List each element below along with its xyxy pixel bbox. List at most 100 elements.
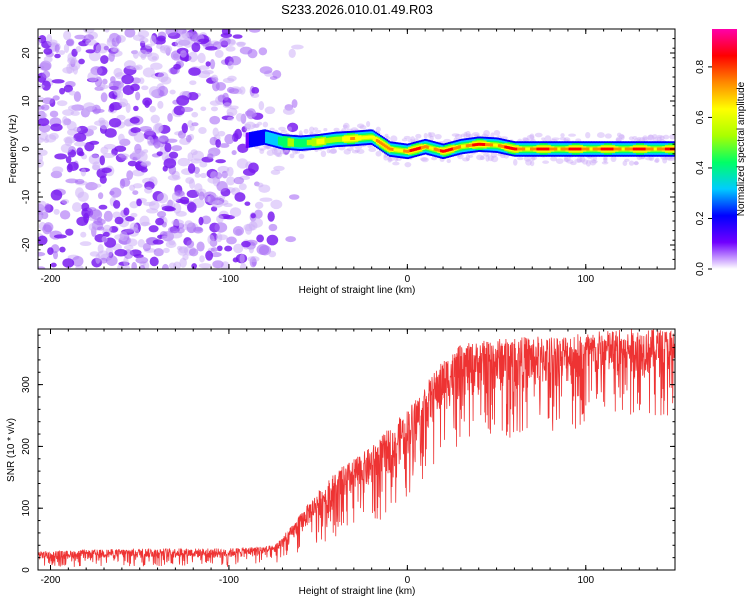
- spectrogram-noise-cell: [43, 56, 53, 63]
- spectrogram-halo-cell: [421, 157, 429, 163]
- spectrogram-noise-cell: [71, 202, 82, 213]
- spectrogram-noise-cell: [124, 29, 136, 38]
- spectrogram-noise-cell: [59, 87, 66, 95]
- spectrogram-halo-cell: [343, 148, 352, 155]
- spectrogram-noise-cell: [285, 236, 297, 243]
- spectrogram-noise-cell: [135, 256, 149, 264]
- spectrogram-y-tick-label: 0: [21, 146, 32, 152]
- snr-frame: [37, 328, 676, 571]
- spectrogram-track-cell: [534, 147, 538, 151]
- spectrogram-halo-cell: [647, 134, 655, 141]
- spectrogram-noise-cell: [53, 234, 67, 239]
- spectrogram-noise-cell: [141, 85, 149, 91]
- spectrogram-noise-cell: [216, 214, 224, 224]
- spectrogram-halo-cell: [615, 137, 622, 143]
- spectrogram-noise-cell: [119, 178, 126, 189]
- spectrogram-track-cell: [634, 147, 637, 151]
- spectrogram-halo-cell: [544, 135, 552, 143]
- spectrogram-noise-cell: [100, 146, 109, 155]
- spectrogram-noise-cell: [266, 234, 279, 246]
- spectrogram-track-cell: [430, 146, 434, 150]
- spectrogram-halo-cell: [551, 137, 560, 141]
- spectrogram-track-cell: [459, 145, 462, 149]
- spectrogram-track-cell: [374, 137, 377, 141]
- spectrogram-noise-cell: [87, 125, 98, 131]
- spectrogram-noise-cell: [59, 246, 66, 253]
- spectrogram-noise-cell: [191, 42, 201, 53]
- spectrogram-track-cell: [627, 147, 631, 151]
- spectrogram-halo-cell: [330, 148, 337, 154]
- spectrogram-track-cell: [424, 145, 427, 149]
- spectrogram-track-cell: [282, 139, 286, 145]
- snr-x-label: Height of straight line (km): [299, 586, 416, 597]
- spectrogram-noise-cell: [138, 77, 145, 85]
- spectrogram-noise-cell: [62, 258, 75, 268]
- spectrogram-track-cell: [257, 132, 260, 145]
- spectrogram-noise-cell: [148, 225, 159, 233]
- spectrogram-noise-cell: [165, 138, 178, 143]
- spectrogram-noise-cell: [38, 117, 50, 127]
- spectrogram-track-cell: [451, 147, 454, 151]
- spectrogram-track-cell: [460, 145, 464, 148]
- spectrogram-halo-cell: [603, 155, 608, 161]
- spectrogram-track-cell: [281, 139, 284, 145]
- spectrogram-track-cell: [560, 147, 564, 151]
- spectrogram-noise-cell: [180, 107, 194, 113]
- spectrogram-noise-cell: [44, 203, 51, 212]
- spectrogram-noise-cell: [282, 107, 295, 115]
- spectrogram-halo-cell: [641, 137, 649, 143]
- spectrogram-track-cell: [345, 137, 348, 141]
- spectrogram-noise-cell: [38, 159, 44, 168]
- spectrogram-noise-cell: [176, 95, 190, 106]
- spectrogram-noise-cell: [38, 149, 48, 156]
- spectrogram-noise-cell: [179, 33, 191, 45]
- spectrogram-noise-cell: [123, 244, 134, 250]
- spectrogram-track-cell: [557, 147, 560, 151]
- spectrogram-noise-cell: [192, 150, 204, 161]
- spectrogram-noise-cell: [198, 127, 207, 135]
- spectrogram-track-cell: [480, 142, 483, 146]
- spectrogram-track-cell: [477, 142, 480, 146]
- spectrogram-track-cell: [285, 139, 289, 145]
- spectrogram-track-cell: [411, 148, 414, 152]
- spectrogram-halo-cell: [429, 135, 434, 141]
- spectrogram-halo-cell: [359, 125, 367, 130]
- spectrogram-track-cell: [290, 139, 294, 146]
- spectrogram-noise-cell: [133, 105, 139, 112]
- spectrogram-track-cell: [332, 138, 336, 142]
- spectrogram-noise-cell: [68, 90, 77, 96]
- spectrogram-track-cell: [412, 148, 416, 152]
- spectrogram-track-cell: [427, 145, 430, 149]
- spectrogram-noise-cell: [251, 86, 260, 95]
- spectrogram-noise-cell: [222, 102, 232, 109]
- spectrogram-halo-cell: [529, 133, 535, 140]
- spectrogram-noise-cell: [131, 150, 145, 158]
- spectrogram-track-cell: [583, 147, 586, 151]
- spectrogram-track-cell: [570, 147, 573, 151]
- spectrogram-noise-cell: [77, 191, 89, 202]
- spectrogram-noise-cell: [201, 215, 212, 225]
- spectrogram-noise-cell: [163, 158, 177, 169]
- spectrogram-track-cell: [618, 147, 621, 151]
- spectrogram-noise-cell: [248, 162, 259, 174]
- spectrogram-noise-cell: [132, 183, 143, 189]
- spectrogram-track-cell: [348, 137, 352, 141]
- spectrogram-track-cell: [615, 147, 618, 151]
- spectrogram-track-cell: [496, 143, 499, 147]
- spectrogram-halo-cell: [616, 132, 622, 138]
- spectrogram-noise-cell: [101, 167, 112, 174]
- spectrogram-noise-cell: [131, 261, 137, 269]
- spectrogram-noise-cell: [139, 215, 150, 227]
- spectrogram-halo-cell: [244, 127, 251, 132]
- spectrogram-track-cell: [594, 147, 597, 151]
- spectrogram-halo-cell: [576, 156, 583, 163]
- spectrogram-noise-cell: [137, 239, 145, 248]
- spectrogram-track-cell: [350, 137, 353, 141]
- spectrogram-noise-cell: [157, 71, 169, 83]
- spectrogram-track-cell: [258, 132, 262, 144]
- spectrogram-halo-cell: [542, 160, 550, 164]
- spectrogram-noise-cell: [254, 209, 263, 219]
- spectrogram-noise-cell: [177, 157, 191, 167]
- spectrogram-track-cell: [576, 147, 580, 151]
- spectrogram-track-cell: [542, 147, 546, 151]
